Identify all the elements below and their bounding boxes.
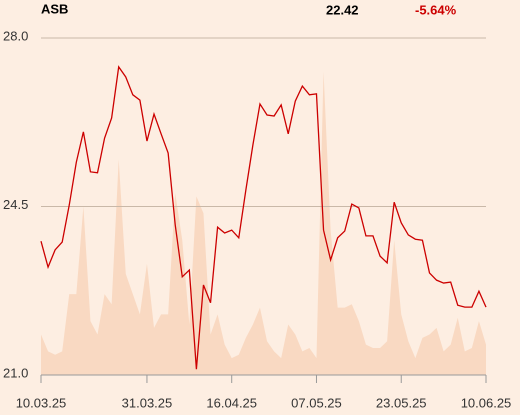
change: -5.64% <box>415 2 457 17</box>
x-tick-label: 16.04.25 <box>206 395 257 410</box>
price-line <box>40 65 487 370</box>
y-tick-label: 28.0 <box>3 28 28 43</box>
x-tick-label: 31.03.25 <box>122 395 173 410</box>
ticker: ASB <box>41 1 68 16</box>
volume-area <box>41 71 486 375</box>
y-tick-label: 24.5 <box>3 197 28 212</box>
y-tick-label: 21.0 <box>3 365 28 380</box>
x-tick-label: 07.05.25 <box>291 395 342 410</box>
x-tick-label: 23.05.25 <box>376 395 427 410</box>
last-price: 22.42 <box>326 2 359 17</box>
x-tick-label: 10.06.25 <box>461 395 512 410</box>
x-tick-label: 10.03.25 <box>16 395 67 410</box>
